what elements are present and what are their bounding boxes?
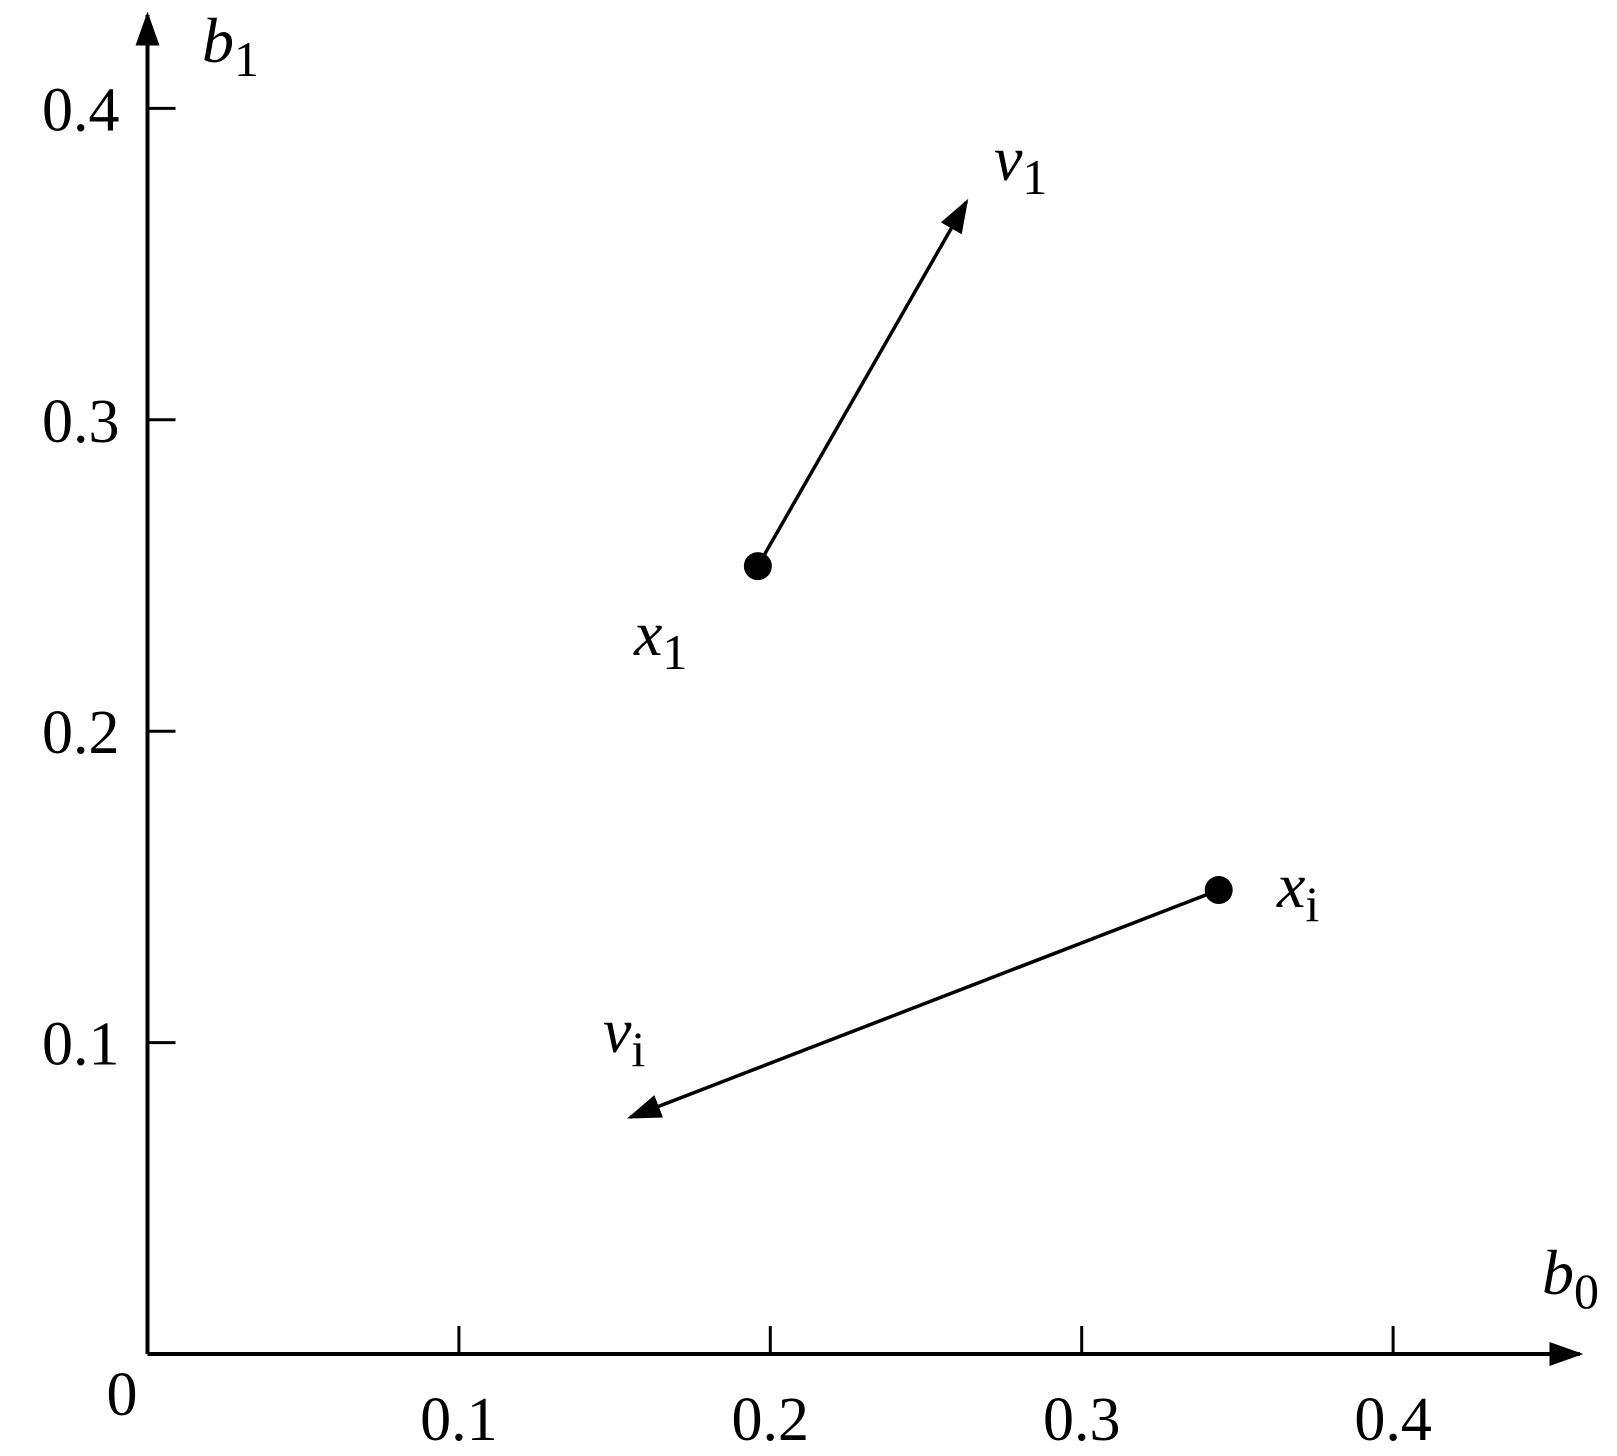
y-tick-label: 0.1 [42, 1011, 120, 1079]
y-axis-label-sub: 1 [234, 31, 259, 87]
point [1204, 876, 1233, 905]
y-axis-label: b1 [202, 5, 259, 87]
y-tick-label: 0.4 [42, 76, 120, 144]
vector-label-base: v [603, 995, 632, 1066]
x-axis-label-sub: 0 [1574, 1263, 1599, 1319]
point-label: xi [1276, 850, 1319, 932]
y-axis-label-base: b [202, 5, 234, 76]
point-label-sub: 1 [662, 624, 687, 680]
x-tick-label: 0.1 [420, 1386, 498, 1454]
x-axis-label-base: b [1542, 1237, 1574, 1308]
x-axis-label: b0 [1542, 1237, 1599, 1319]
point-label-sub: i [1305, 876, 1319, 932]
point-label-base: x [633, 598, 662, 669]
vector-arrow [756, 198, 969, 568]
vector-arrow [626, 888, 1220, 1119]
vector-label-sub: 1 [1022, 149, 1047, 205]
x-tick-label: 0.4 [1354, 1386, 1432, 1454]
y-tick-label: 0.3 [42, 388, 120, 456]
x-tick-label: 0.3 [1043, 1386, 1121, 1454]
vector-label: vi [603, 995, 645, 1077]
vector-label-sub: i [631, 1021, 645, 1077]
x-tick-label: 0 [107, 1361, 138, 1429]
point-label-base: x [1276, 850, 1305, 921]
point [743, 552, 772, 581]
vector-label-base: v [994, 123, 1023, 194]
vector-label: v1 [994, 123, 1047, 205]
x-tick-label: 0.2 [732, 1386, 810, 1454]
point-label: x1 [633, 598, 687, 680]
y-tick-label: 0.2 [42, 699, 120, 767]
